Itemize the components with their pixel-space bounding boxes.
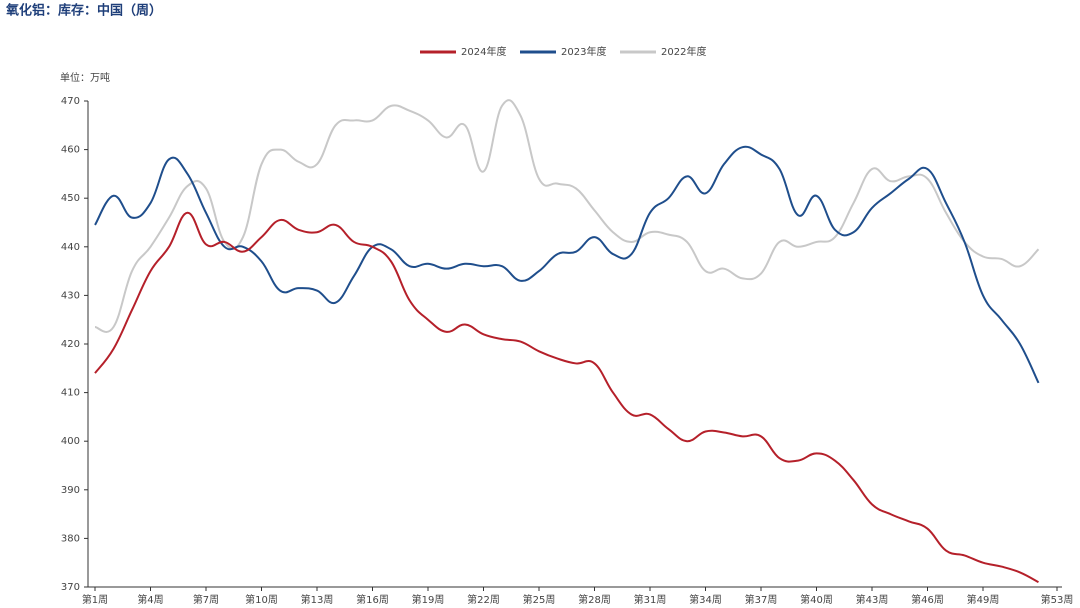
legend-label: 2022年度 (661, 45, 706, 58)
x-tick-label: 第43周 (856, 593, 889, 606)
y-tick-label: 470 (61, 96, 80, 107)
x-tick-label: 第53周 (1041, 593, 1074, 606)
x-tick-label: 第7周 (193, 593, 219, 606)
x-tick-label: 第31周 (634, 593, 667, 606)
x-tick-label: 第1周 (82, 593, 108, 606)
legend-label: 2023年度 (561, 45, 606, 58)
series-line (94, 145, 1040, 384)
x-tick-label: 第19周 (412, 593, 445, 606)
x-tick-label: 第10周 (245, 593, 278, 606)
x-tick-label: 第4周 (137, 593, 163, 606)
x-tick-label: 第49周 (967, 593, 1000, 606)
series-line (94, 211, 1039, 584)
legend-label: 2024年度 (461, 45, 506, 58)
y-tick-label: 390 (61, 485, 80, 496)
y-tick-label: 370 (61, 582, 80, 593)
y-tick-label: 400 (61, 436, 80, 447)
x-tick-label: 第13周 (301, 593, 334, 606)
y-tick-label: 440 (61, 242, 80, 253)
y-tick-label: 410 (61, 388, 80, 399)
y-tick-label: 450 (61, 193, 80, 204)
x-tick-label: 第16周 (356, 593, 389, 606)
x-tick-label: 第37周 (745, 593, 778, 606)
x-tick-label: 第25周 (523, 593, 556, 606)
y-tick-label: 420 (61, 339, 80, 350)
x-tick-label: 第34周 (689, 593, 722, 606)
y-tick-label: 430 (61, 290, 80, 301)
y-tick-label: 380 (61, 533, 80, 544)
x-tick-label: 第40周 (800, 593, 833, 606)
x-tick-label: 第46周 (911, 593, 944, 606)
x-tick-label: 第22周 (467, 593, 500, 606)
chart-title: 氧化铝：库存：中国（周） (5, 3, 162, 19)
unit-label: 单位：万吨 (60, 71, 110, 84)
y-tick-label: 460 (61, 145, 80, 156)
x-tick-label: 第28周 (578, 593, 611, 606)
series-line (94, 99, 1040, 333)
